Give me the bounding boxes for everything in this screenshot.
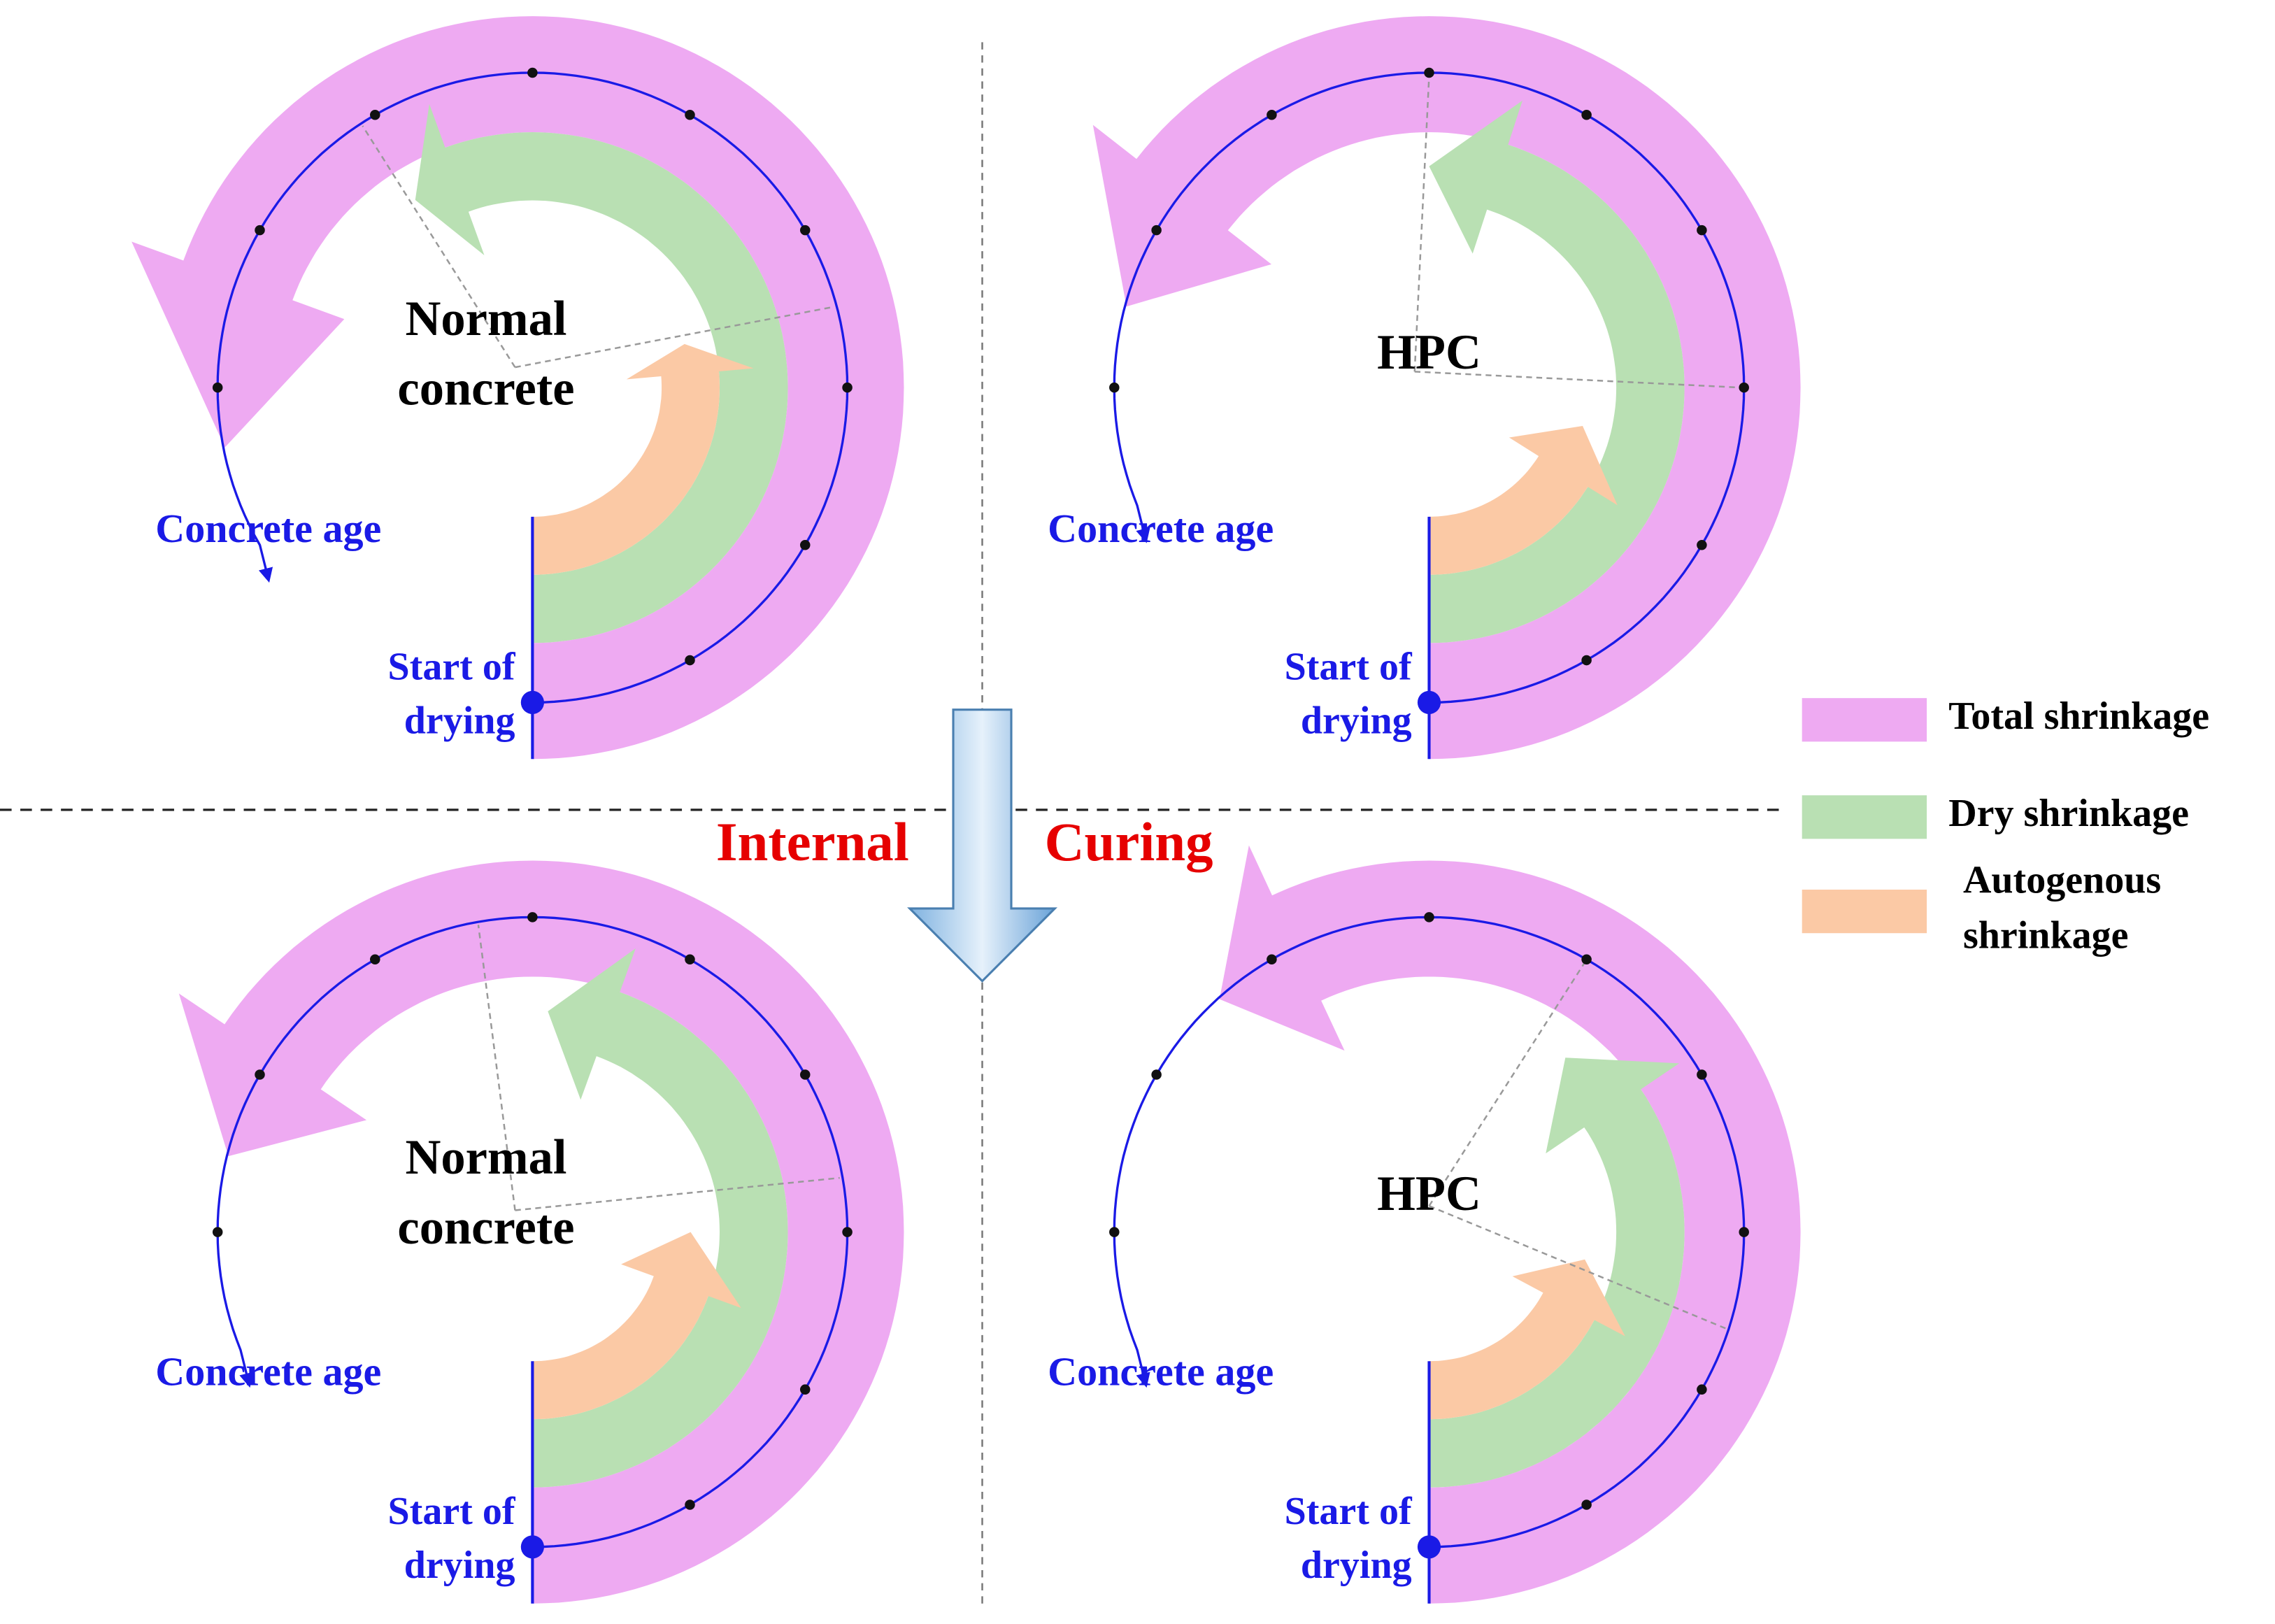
dry-shrinkage-arrow [415, 104, 788, 643]
legend-label: Total shrinkage [1948, 695, 2209, 738]
dry-shrinkage-arrow [1429, 1057, 1685, 1488]
age-tick-dot [527, 912, 538, 923]
age-tick-dot [527, 67, 538, 78]
age-arc [216, 916, 849, 1548]
start-label: Start of [1285, 646, 1413, 689]
age-tick-dot [255, 225, 265, 236]
panel: HPC Concrete age Start of drying [1048, 845, 1801, 1604]
autogenous-shrinkage-arrow [532, 1232, 741, 1420]
age-label: Concrete age [155, 506, 381, 551]
sector-line [1413, 76, 1430, 372]
start-label: Start of [388, 646, 516, 689]
legend-label: Autogenous [1963, 859, 2161, 902]
age-tick-dot [370, 954, 380, 964]
age-tick-dot [1697, 540, 1707, 550]
curing-label: Internal [716, 812, 909, 873]
dry-shrinkage-arrow [1429, 100, 1685, 643]
age-tick-dot [1697, 1384, 1707, 1395]
age-arc [1113, 916, 1746, 1548]
age-tick-dot [1581, 110, 1592, 120]
panel: Normal concrete Concrete age Start of drying [131, 16, 904, 760]
age-arc [1113, 71, 1746, 704]
start-dot [1417, 690, 1441, 714]
age-tick-dot [1739, 1227, 1749, 1237]
age-tick-dot [1739, 382, 1749, 393]
start-dot [520, 690, 544, 714]
curing-label: Curing [1045, 812, 1213, 873]
age-tick-dot [1697, 225, 1707, 236]
sector-line [362, 125, 516, 368]
autogenous-shrinkage-arrow [532, 343, 754, 575]
start-dot [1417, 1535, 1441, 1559]
age-tick-dot [1424, 67, 1434, 78]
age-tick-dot [842, 382, 853, 393]
age-tick-dot [1581, 1500, 1592, 1510]
age-label: Concrete age [1048, 1348, 1274, 1394]
panel: Normal concrete Concrete age Start of drying [155, 860, 904, 1604]
total-shrinkage-arrow [131, 16, 904, 760]
total-shrinkage-arrow [1092, 16, 1801, 760]
dry-shrinkage-arrow [532, 948, 788, 1488]
age-tick-dot [800, 1069, 811, 1080]
age-tick-dot [800, 540, 811, 550]
panel: HPC Concrete age Start of drying [1048, 16, 1801, 760]
age-label: Concrete age [155, 1348, 381, 1394]
legend-label: Dry shrinkage [1948, 792, 2189, 835]
start-label: drying [1301, 1544, 1412, 1587]
sector-line [1414, 371, 1741, 389]
age-tick-dot [842, 1227, 853, 1237]
sector-line [1429, 1205, 1727, 1330]
age-tick-dot [255, 1069, 265, 1080]
start-label: Start of [388, 1490, 516, 1533]
age-tick-dot [370, 110, 380, 120]
sector-line [1428, 961, 1586, 1206]
age-tick-dot [800, 225, 811, 236]
legend-label: shrinkage [1963, 913, 2129, 957]
age-tick-dot [1109, 1227, 1120, 1237]
autogenous-shrinkage-arrow [1429, 425, 1618, 575]
start-label: Start of [1285, 1490, 1413, 1533]
start-label: drying [404, 699, 515, 742]
start-dot [520, 1535, 544, 1559]
start-label: drying [1301, 699, 1412, 742]
panel-title: Normal [405, 1130, 566, 1185]
legend-swatch [1802, 795, 1927, 839]
panel-title: HPC [1377, 325, 1481, 380]
legend-swatch [1802, 889, 1927, 934]
age-tick-dot [1581, 655, 1592, 666]
age-tick-dot [800, 1384, 811, 1395]
age-tick-dot [1424, 912, 1434, 923]
age-tick-dot [1109, 382, 1120, 393]
age-tick-dot [1267, 954, 1277, 964]
age-tick-dot [212, 382, 223, 393]
age-tick-dot [685, 954, 695, 964]
total-shrinkage-arrow [1219, 845, 1801, 1604]
age-tick-dot [1697, 1069, 1707, 1080]
start-label: drying [404, 1544, 515, 1587]
sector-line [477, 925, 516, 1211]
autogenous-shrinkage-arrow [1429, 1259, 1625, 1420]
age-tick-dot [1151, 225, 1162, 236]
age-label: Concrete age [1048, 506, 1274, 551]
age-tick-dot [685, 655, 695, 666]
panel-title: HPC [1377, 1167, 1481, 1221]
panel-title: Normal [405, 292, 566, 346]
total-shrinkage-arrow [178, 860, 904, 1604]
age-tick-dot [212, 1227, 223, 1237]
curing-arrow [907, 708, 1058, 983]
sector-line [515, 306, 834, 369]
legend-swatch [1802, 698, 1927, 742]
panel-title: concrete [397, 362, 574, 416]
sector-line [515, 1176, 840, 1211]
panel-title: concrete [397, 1200, 574, 1255]
age-tick-dot [1581, 954, 1592, 964]
age-tick-dot [685, 1500, 695, 1510]
age-tick-dot [685, 110, 695, 120]
age-tick-dot [1267, 110, 1277, 120]
age-arc [216, 71, 849, 704]
age-tick-dot [1151, 1069, 1162, 1080]
